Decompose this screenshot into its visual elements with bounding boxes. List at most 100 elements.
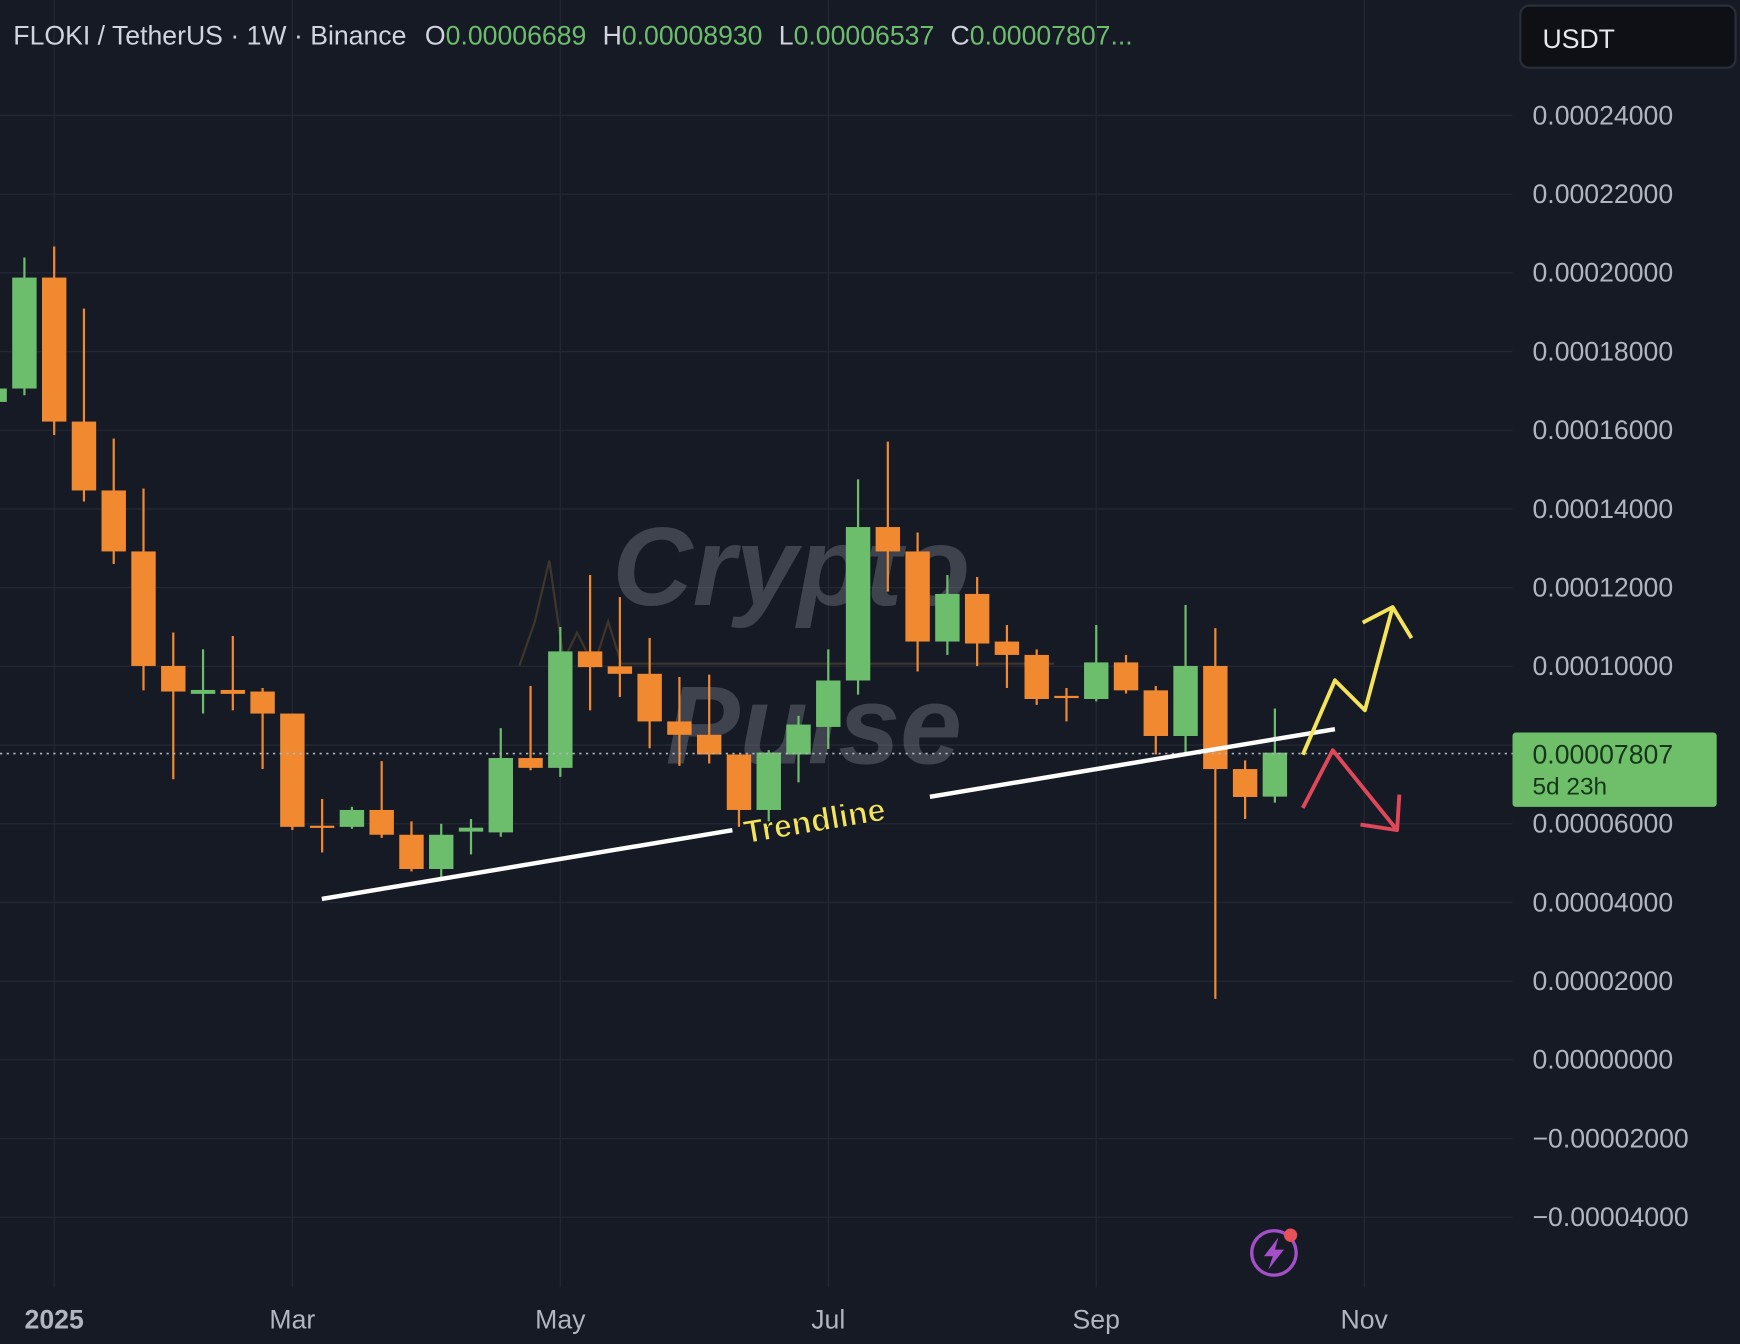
candle-body (190, 689, 216, 694)
candle[interactable] (71, 308, 97, 502)
candle[interactable] (1173, 604, 1198, 755)
y-tick-label: 0.00014000 (1532, 494, 1673, 524)
candle-body (12, 277, 37, 389)
candle-body (220, 689, 246, 694)
low-value: 0.00006537 (794, 20, 935, 50)
candle[interactable] (756, 750, 781, 822)
candle-body (667, 721, 692, 735)
watermark: Crypto Pulse (518, 505, 1055, 788)
candle-body (1113, 662, 1139, 691)
y-tick-label: 0.00020000 (1532, 258, 1673, 288)
candle[interactable] (1232, 760, 1258, 820)
candle[interactable] (429, 823, 454, 877)
currency-label: USDT (1542, 24, 1614, 54)
candle[interactable] (935, 575, 960, 655)
candle[interactable] (101, 438, 126, 565)
candle[interactable] (726, 754, 752, 827)
candle[interactable] (280, 713, 305, 831)
candle[interactable] (190, 649, 216, 714)
candle[interactable] (41, 246, 67, 435)
candle[interactable] (667, 676, 692, 766)
candle-body (726, 754, 752, 810)
candle[interactable] (875, 441, 901, 592)
trendline-segment-right[interactable] (929, 726, 1336, 800)
candle[interactable] (696, 674, 722, 764)
candle[interactable] (964, 577, 990, 666)
candle[interactable] (1143, 686, 1168, 755)
candle-body (607, 666, 633, 674)
y-tick-label: 0.00004000 (1532, 887, 1673, 917)
candle[interactable] (518, 686, 543, 771)
y-tick-label: 0.00000000 (1532, 1045, 1673, 1075)
lightning-icon[interactable] (1250, 1228, 1298, 1277)
candle[interactable] (488, 728, 513, 837)
candle[interactable] (1113, 654, 1139, 694)
candle-body (429, 834, 454, 869)
low-label: L (779, 20, 794, 50)
price-axis[interactable]: 0.00024000 0.00022000 0.00020000 0.00018000… (1532, 100, 1688, 1232)
candle-body (71, 421, 97, 491)
candle[interactable] (250, 687, 275, 770)
candle-body (637, 673, 662, 722)
candle-body (280, 713, 305, 827)
last-price-tag: 0.00007807 5d 23h (1512, 732, 1717, 807)
candle[interactable] (339, 806, 365, 829)
candle-body (0, 388, 7, 402)
candle-body (369, 809, 394, 835)
candle-body (488, 758, 513, 833)
candle[interactable] (994, 625, 1020, 688)
y-tick-label: 0.00006000 (1532, 809, 1673, 839)
candle[interactable] (1024, 649, 1049, 705)
candle-body (458, 827, 484, 832)
candle-body (399, 834, 424, 869)
candle[interactable] (637, 638, 662, 749)
x-tick-label: May (535, 1304, 586, 1334)
candle-body (964, 593, 990, 644)
candle[interactable] (309, 798, 335, 853)
grid (0, 0, 1513, 1288)
candle[interactable] (131, 488, 156, 691)
candle[interactable] (548, 626, 573, 777)
candle[interactable] (1262, 708, 1288, 803)
candle[interactable] (1054, 687, 1079, 722)
candle-body (845, 527, 871, 681)
candle[interactable] (458, 819, 484, 855)
candle[interactable] (816, 649, 841, 749)
candle[interactable] (369, 761, 394, 838)
candle-body (339, 809, 365, 827)
candle-body (548, 651, 573, 768)
open-value: 0.00006689 (446, 20, 587, 50)
x-tick-label: Jul (811, 1304, 845, 1334)
candle[interactable] (845, 479, 871, 695)
candle-body (1024, 654, 1049, 700)
candle[interactable] (161, 632, 186, 780)
candle[interactable] (905, 532, 930, 672)
candle[interactable] (577, 575, 603, 711)
open-label: O (425, 20, 446, 50)
candle-body (518, 758, 543, 768)
candle-body (935, 593, 960, 642)
candle-body (786, 724, 811, 755)
high-label: H (603, 20, 622, 50)
candle[interactable] (399, 821, 424, 872)
candles (0, 246, 1288, 999)
candle[interactable] (1084, 625, 1109, 702)
time-axis[interactable]: 2025 Mar May Jul Sep Nov (25, 1304, 1389, 1334)
currency-button[interactable]: USDT (1519, 4, 1737, 69)
candle[interactable] (220, 636, 246, 711)
trendline-segment-left[interactable] (321, 827, 733, 902)
notification-dot (1283, 1228, 1298, 1242)
candle-body (1143, 690, 1168, 736)
y-tick-label: −0.00002000 (1532, 1123, 1688, 1153)
y-tick-label: 0.00002000 (1532, 966, 1673, 996)
x-tick-label: Mar (269, 1304, 315, 1334)
candle-body (696, 734, 722, 755)
candle-body (1232, 769, 1258, 797)
candle[interactable] (607, 597, 633, 698)
candle[interactable] (0, 383, 7, 407)
candle[interactable] (12, 257, 37, 396)
x-tick-label: Sep (1073, 1304, 1120, 1334)
bullish-arrow (1300, 605, 1414, 756)
candle[interactable] (786, 715, 811, 783)
